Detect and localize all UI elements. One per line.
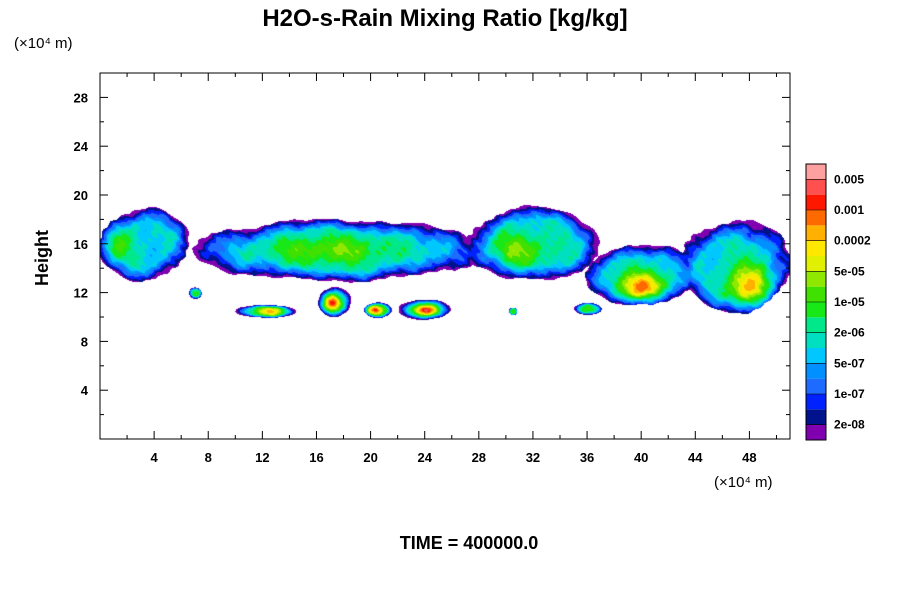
y-tick-label: 24 xyxy=(74,139,89,154)
x-tick-label: 36 xyxy=(580,450,594,465)
colorbar-swatch xyxy=(806,332,826,348)
x-tick-label: 4 xyxy=(151,450,159,465)
y-tick-label: 12 xyxy=(74,286,88,301)
colorbar-swatch xyxy=(806,210,826,226)
colorbar-swatch xyxy=(806,164,826,180)
colorbar-swatch xyxy=(806,424,826,440)
colorbar-swatch xyxy=(806,348,826,364)
y-tick-label: 16 xyxy=(74,237,88,252)
x-tick-label: 48 xyxy=(742,450,756,465)
x-tick-label: 24 xyxy=(417,450,432,465)
colorbar-label: 5e-05 xyxy=(834,264,865,278)
y-tick-label: 20 xyxy=(74,188,88,203)
colorbar-swatch xyxy=(806,286,826,302)
y-tick-label: 4 xyxy=(81,383,89,398)
colorbar-label: 5e-07 xyxy=(834,356,865,370)
chart-title: H2O-s-Rain Mixing Ratio [kg/kg] xyxy=(262,5,627,32)
colorbar-label: 1e-07 xyxy=(834,387,865,401)
colorbar-swatch xyxy=(806,240,826,256)
x-tick-label: 28 xyxy=(472,450,486,465)
y-tick-label: 28 xyxy=(74,90,88,105)
x-tick-label: 12 xyxy=(255,450,269,465)
colorbar-label: 0.0002 xyxy=(834,234,871,248)
x-tick-label: 8 xyxy=(205,450,212,465)
x-tick-label: 32 xyxy=(526,450,540,465)
contour-fill-image xyxy=(100,73,790,439)
colorbar-label: 0.005 xyxy=(834,172,864,186)
colorbar: 2e-08 1e-07 5e-07 2e-06 1e-05 5e-05 0.0002 0.00… xyxy=(805,163,871,441)
colorbar-label: 1e-05 xyxy=(834,295,865,309)
colorbar-label: 2e-08 xyxy=(834,418,865,432)
y-tick-label: 8 xyxy=(81,334,88,349)
time-label: TIME = 400000.0 xyxy=(400,533,539,553)
colorbar-swatch xyxy=(806,409,826,425)
y-axis-label: Height xyxy=(32,230,52,286)
x-tick-label: 44 xyxy=(688,450,703,465)
colorbar-label: 2e-06 xyxy=(834,326,865,340)
x-tick-label: 40 xyxy=(634,450,648,465)
plot-frame xyxy=(99,72,791,440)
colorbar-swatch xyxy=(806,271,826,287)
colorbar-swatch xyxy=(806,179,826,195)
colorbar-swatch xyxy=(806,363,826,379)
colorbar-swatch xyxy=(806,394,826,410)
x-tick-label: 20 xyxy=(363,450,377,465)
x-tick-label: 16 xyxy=(309,450,323,465)
colorbar-swatch xyxy=(806,378,826,394)
x-unit-label: (×10⁴ m) xyxy=(714,474,773,491)
colorbar-swatch xyxy=(806,194,826,210)
colorbar-swatch xyxy=(806,225,826,241)
colorbar-label: 0.001 xyxy=(834,203,864,217)
contour-fill-layer xyxy=(100,73,790,439)
y-unit-label: (×10⁴ m) xyxy=(14,35,73,52)
colorbar-swatch xyxy=(806,256,826,272)
colorbar-swatch xyxy=(806,302,826,318)
colorbar-swatch xyxy=(806,317,826,333)
